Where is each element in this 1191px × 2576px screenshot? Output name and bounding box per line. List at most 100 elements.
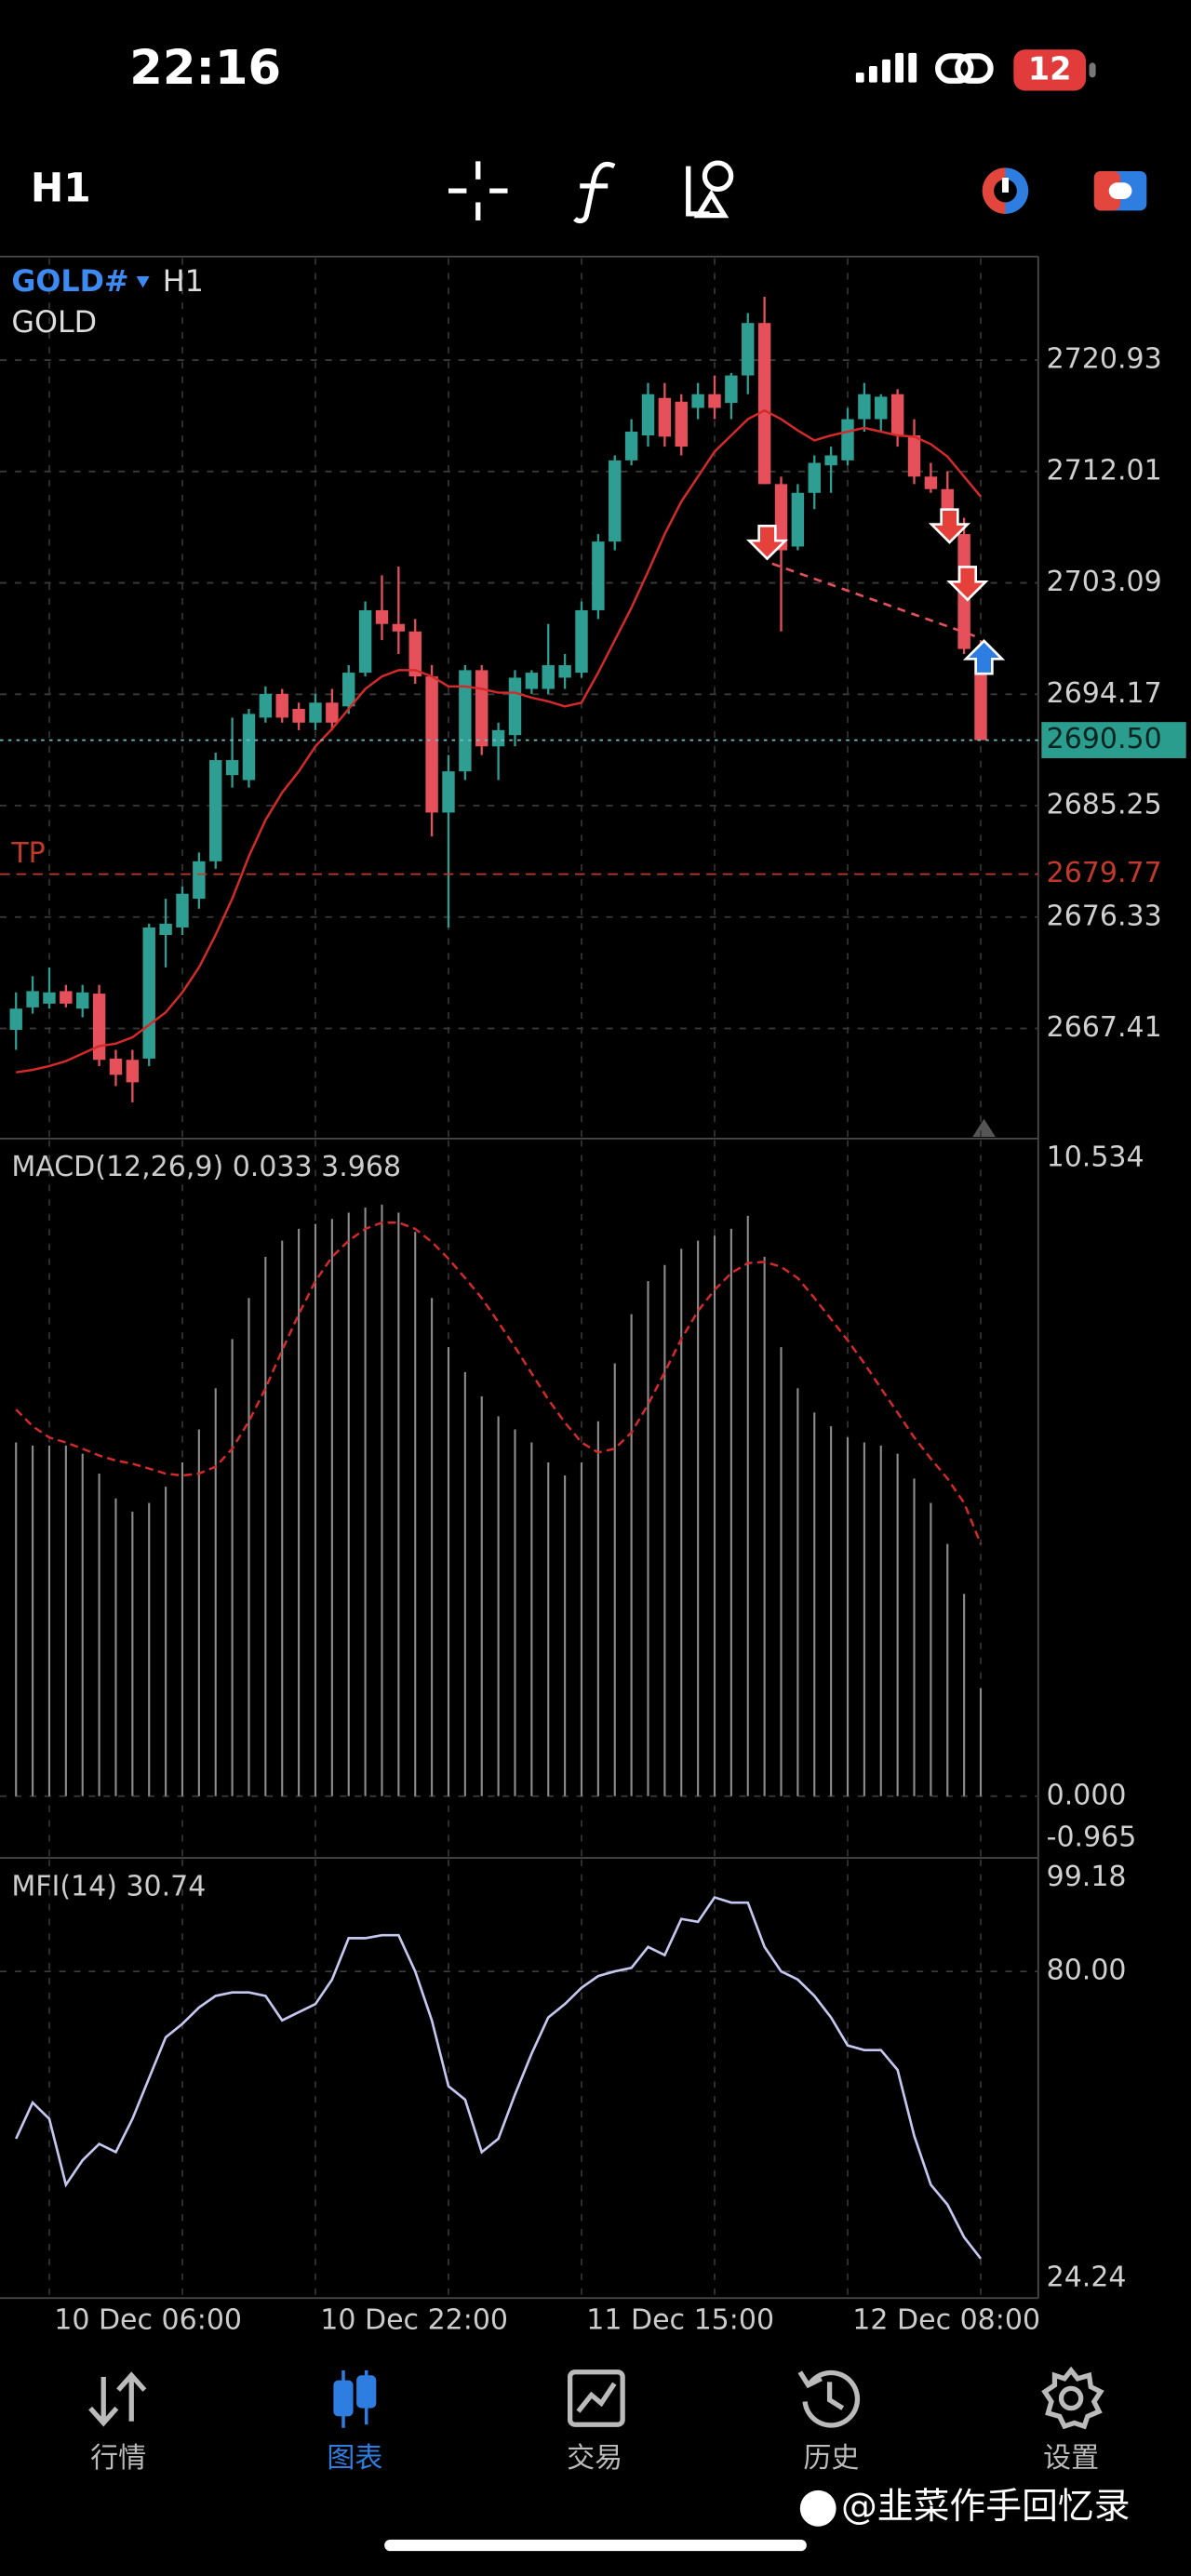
candle-body <box>275 693 288 718</box>
nav-item[interactable]: 图表 <box>327 2442 382 2475</box>
candle-body <box>691 394 704 408</box>
candle-body <box>126 1060 140 1083</box>
candle-body <box>675 401 688 447</box>
mfi-line <box>15 1895 983 2260</box>
plot: 10 Dec 06:00 10 Dec 22:00 11 Dec 15:00 12 D… <box>0 258 1186 2337</box>
candle-body <box>392 623 406 632</box>
nav-item[interactable]: 历史 <box>803 2442 859 2475</box>
candle-body <box>292 709 305 723</box>
candle-body <box>259 693 273 718</box>
take-profit-name: TP <box>10 837 45 870</box>
y-tick-label: 2703.09 <box>1047 566 1162 598</box>
indicator-button[interactable] <box>573 162 616 224</box>
y-tick-label: 0.000 <box>1047 1779 1127 1811</box>
candle-body <box>109 1058 123 1075</box>
candle-body <box>708 394 721 408</box>
candle-body <box>624 431 638 460</box>
candle-body <box>525 673 539 689</box>
candle-body <box>641 394 655 436</box>
candle-body <box>491 729 505 747</box>
candle-body <box>658 397 672 437</box>
candle-body <box>742 323 755 376</box>
candle-body <box>558 665 571 678</box>
clock: 22:16 <box>129 40 281 96</box>
candle-body <box>76 992 89 1009</box>
x-tick-label: 12 Dec 08:00 <box>852 2304 1040 2337</box>
nav-bar: 行情 图表 交易 历史 设置 <box>90 2442 1099 2475</box>
take-profit-price: 2679.77 <box>1047 857 1162 889</box>
candle-body <box>890 394 904 436</box>
candle-body <box>193 861 206 900</box>
candle-body <box>609 460 622 542</box>
y-tick-label: -0.965 <box>1047 1821 1137 1853</box>
candle-body <box>342 673 355 707</box>
candle-body <box>225 760 239 776</box>
candle-body <box>425 676 438 813</box>
candle-body <box>176 893 189 928</box>
y-tick-label: 2720.93 <box>1047 343 1162 376</box>
y-tick-label: 2676.33 <box>1047 900 1162 932</box>
candle-body <box>824 455 837 466</box>
nav-icons <box>88 2366 1104 2430</box>
trade-button[interactable] <box>982 167 1029 214</box>
candle-body <box>841 419 854 460</box>
candle-body <box>358 609 372 674</box>
home-indicator <box>384 2539 807 2552</box>
shift-marker <box>972 1118 996 1138</box>
battery-cap <box>1089 62 1096 78</box>
signal-line <box>15 1221 983 1545</box>
y-tick-label: 10.534 <box>1047 1141 1144 1174</box>
candle-body <box>9 1008 22 1031</box>
current-price-label: 2690.50 <box>1047 723 1162 755</box>
candle-body <box>26 991 39 1008</box>
candle-body <box>774 484 788 551</box>
candle-body <box>508 677 522 736</box>
battery <box>1013 49 1087 91</box>
x-tick-label: 10 Dec 22:00 <box>320 2304 508 2337</box>
nav-item[interactable]: 设置 <box>1043 2442 1099 2475</box>
moving-average <box>16 408 982 1074</box>
candle-body <box>326 702 339 723</box>
symbol[interactable]: GOLD# <box>11 265 128 299</box>
crosshair-button[interactable] <box>448 161 508 220</box>
timeframe-button[interactable]: H1 <box>31 166 91 211</box>
y-tick-label: 99.18 <box>1047 1861 1127 1893</box>
current-price-box <box>1041 722 1186 758</box>
candle-body <box>142 927 155 1059</box>
candle-body <box>159 923 172 935</box>
account-button[interactable] <box>1093 170 1147 211</box>
trade-markers <box>745 508 1006 675</box>
y-tick-label: 2667.41 <box>1047 1011 1162 1044</box>
indicator-title: MFI(14) 30.74 <box>11 1870 206 1902</box>
symbol-description: GOLD <box>11 306 97 340</box>
signal-icon <box>855 52 917 83</box>
watermark: @韭菜作手回忆录 <box>841 2486 1131 2528</box>
x-tick-label: 10 Dec 06:00 <box>54 2304 242 2337</box>
candle-body <box>43 992 56 1004</box>
candle-body <box>242 714 256 781</box>
candle-body <box>592 541 605 610</box>
nav-item[interactable]: 行情 <box>90 2442 146 2475</box>
link-icon <box>935 53 994 84</box>
y-tick-label: 2685.25 <box>1047 789 1162 821</box>
candle-body <box>791 492 805 547</box>
candle-body <box>575 609 588 674</box>
y-tick-label: 2694.17 <box>1047 677 1162 710</box>
candle-body <box>757 323 771 485</box>
y-tick-label: 80.00 <box>1047 1955 1127 1987</box>
watermark-logo <box>799 2489 836 2527</box>
candle-body <box>475 670 488 747</box>
nav-item[interactable]: 交易 <box>567 2442 622 2475</box>
y-tick-label: 24.24 <box>1047 2262 1127 2294</box>
indicator-title: MACD(12,26,9) 0.033 3.968 <box>11 1151 401 1183</box>
candle-body <box>209 760 222 861</box>
candle-body <box>808 462 821 493</box>
candle-body <box>442 771 455 813</box>
candle-body <box>92 994 106 1061</box>
candle-body <box>60 991 73 1004</box>
candle-body <box>858 394 871 420</box>
objects-button[interactable] <box>686 160 734 219</box>
symbol-dropdown[interactable] <box>136 275 150 288</box>
